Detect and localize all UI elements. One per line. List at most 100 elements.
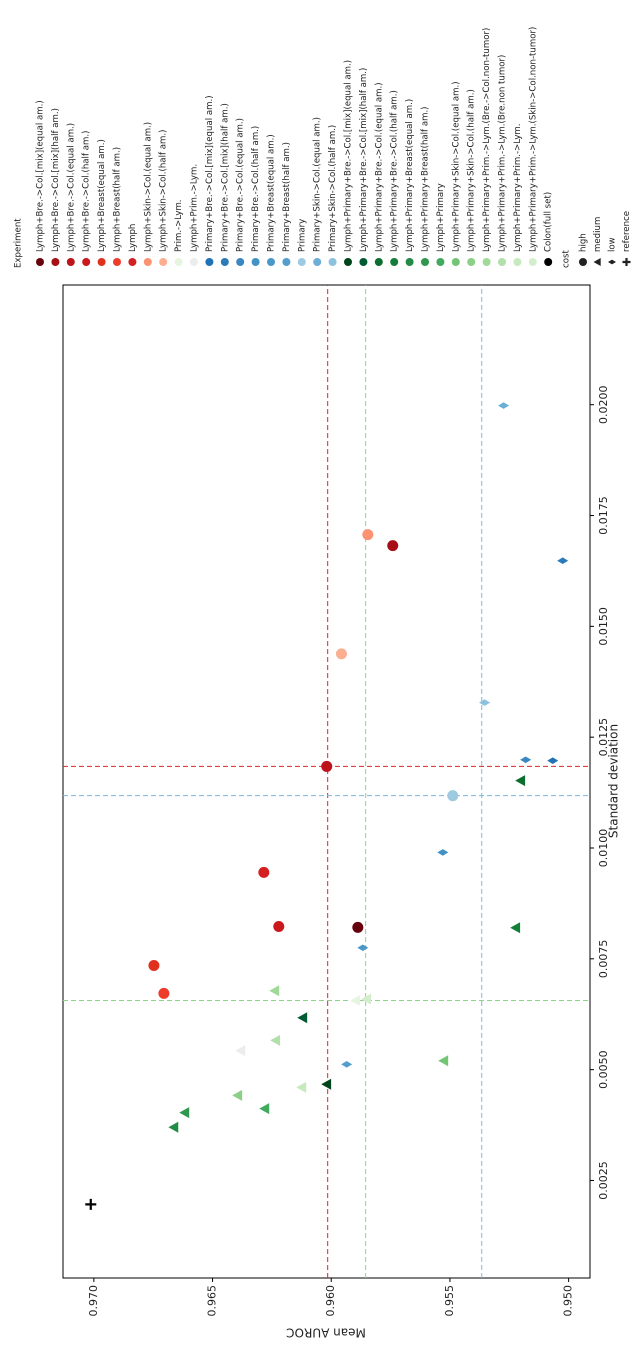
legend-marker [405, 258, 414, 266]
legend-marker [374, 258, 383, 266]
cost-legend-marker [622, 258, 631, 266]
x-tick-label: 0.0125 [597, 718, 610, 757]
legend-marker [282, 258, 291, 266]
cost-legend-marker [593, 258, 601, 266]
legend-label: Lymph+Primary [436, 183, 446, 252]
legend-marker [66, 258, 75, 266]
cost-legend-label: low [608, 237, 618, 252]
legend-label: Lymph+Primary+Breast(equal am.) [405, 99, 415, 252]
point [437, 849, 449, 856]
point [296, 1081, 307, 1093]
legend-label: Primary+Bre.->Col.[mix](half am.) [220, 103, 230, 252]
legend-label: Primary+Skin->Col.(equal am.) [313, 117, 323, 252]
legend-marker [113, 258, 121, 266]
legend-label: Lymph+Primary+Bre.->Col.(half am.) [390, 90, 400, 252]
cost-legend-marker [608, 259, 616, 265]
legend-label: Primary [297, 219, 307, 252]
point [270, 1034, 281, 1046]
legend-label: Lymph+Breast(equal am.) [97, 139, 107, 252]
legend-label: Primary+Bre.->Col.(half am.) [251, 126, 261, 252]
x-tick-label: 0.0075 [597, 940, 610, 979]
y-tick-label: 0.965 [206, 1285, 219, 1317]
legend-marker [528, 258, 537, 266]
point [557, 557, 569, 565]
point [235, 1045, 246, 1057]
legend-label: Lymph+Primary+Bre.->Col.[mix](half am.) [359, 68, 369, 252]
legend-label: Lymph+Bre.->Col.[mix](half am.) [51, 108, 61, 252]
legend-label: Primary+Bre.->Col.(equal am.) [236, 118, 246, 252]
legend-label: Primary+Breast(equal am.) [267, 134, 277, 252]
legend-label: Lymph+Breast(half am.) [113, 147, 123, 252]
x-tick-label: 0.0050 [597, 1050, 610, 1089]
legend-marker [205, 258, 214, 266]
x-tick-label: 0.0200 [597, 385, 610, 424]
y-tick-label: 0.960 [324, 1285, 337, 1317]
cost-legend-title: cost [562, 250, 572, 268]
legend-label: Primary+Bre.->Col.[mix](equal am.) [205, 95, 215, 252]
legend-marker [421, 258, 429, 266]
legend-marker [344, 258, 352, 266]
point [85, 1198, 97, 1210]
legend-marker [544, 258, 553, 266]
legend-title: Experiment [14, 218, 24, 268]
legend-marker [143, 258, 152, 266]
x-tick-label: 0.0025 [597, 1161, 610, 1200]
legend-label: Lymph+Primary+Prim.->Lym.(Bre.->Col.non-… [482, 28, 492, 252]
legend-marker [390, 258, 399, 266]
legend-marker [36, 258, 44, 266]
legend-label: Lymph+Primary+Prim.->Lym.(Bre.non tumor) [498, 55, 508, 252]
legend-marker [328, 258, 337, 266]
point [335, 648, 347, 660]
point [259, 1103, 270, 1115]
cost-legend-label: medium [593, 217, 603, 252]
legend-marker [451, 258, 460, 266]
legend-marker [513, 258, 522, 266]
legend-label: Primary+Skin->Col.(half am.) [328, 125, 338, 252]
legend-label: Lymph+Bre.->Col.[mix](equal am.) [36, 100, 46, 252]
y-tick-label: 0.970 [87, 1285, 100, 1317]
point [479, 699, 491, 706]
point [341, 1061, 353, 1068]
legend-marker [359, 258, 368, 266]
point [297, 1012, 308, 1024]
point [510, 922, 521, 934]
point [520, 756, 532, 764]
cost-legend-label: high [579, 233, 589, 252]
y-tick-label: 0.955 [443, 1285, 456, 1317]
legend-marker [97, 258, 106, 266]
legend-marker [220, 258, 229, 266]
legend-marker [190, 258, 198, 266]
point [269, 985, 280, 997]
legend-marker [467, 258, 476, 266]
point [438, 1055, 449, 1067]
point [168, 1121, 179, 1133]
point [447, 790, 459, 802]
point [362, 529, 374, 541]
point [321, 1078, 332, 1090]
legend-label: Lymph+Primary+Skin->Col.(equal am.) [451, 81, 461, 252]
y-axis-label: Mean AUROC [286, 1326, 366, 1340]
legend-marker [236, 258, 245, 266]
legend-marker [159, 258, 168, 266]
legend-label: Lymph+Skin->Col.(half am.) [159, 130, 169, 252]
legend-marker [174, 258, 183, 266]
legend-label: Lymph+Primary+Prim.->Lym.(Skin->Col.non-… [528, 27, 538, 252]
cost-legend-marker [579, 258, 587, 266]
plot-frame [62, 284, 591, 1279]
legend-label: Lymph+Primary+Skin->Col.(half am.) [467, 89, 477, 252]
legend-marker [51, 258, 60, 266]
legend-marker [498, 258, 506, 266]
legend-marker [436, 258, 445, 266]
legend-label: Lymph+Primary+Bre.->Col.[mix](equal am.) [344, 60, 354, 252]
legend-marker [482, 258, 491, 266]
legend-marker [82, 258, 91, 266]
point [361, 993, 372, 1005]
point [258, 866, 270, 878]
legend-label: Lymph+Bre.->Col.(half am.) [82, 131, 92, 252]
legend-label: Lymph+Primary+Bre.->Col.(equal am.) [374, 82, 384, 252]
x-tick-label: 0.0175 [597, 496, 610, 535]
point [352, 921, 364, 933]
x-tick-label: 0.0100 [597, 829, 610, 868]
legend-marker [251, 258, 260, 266]
